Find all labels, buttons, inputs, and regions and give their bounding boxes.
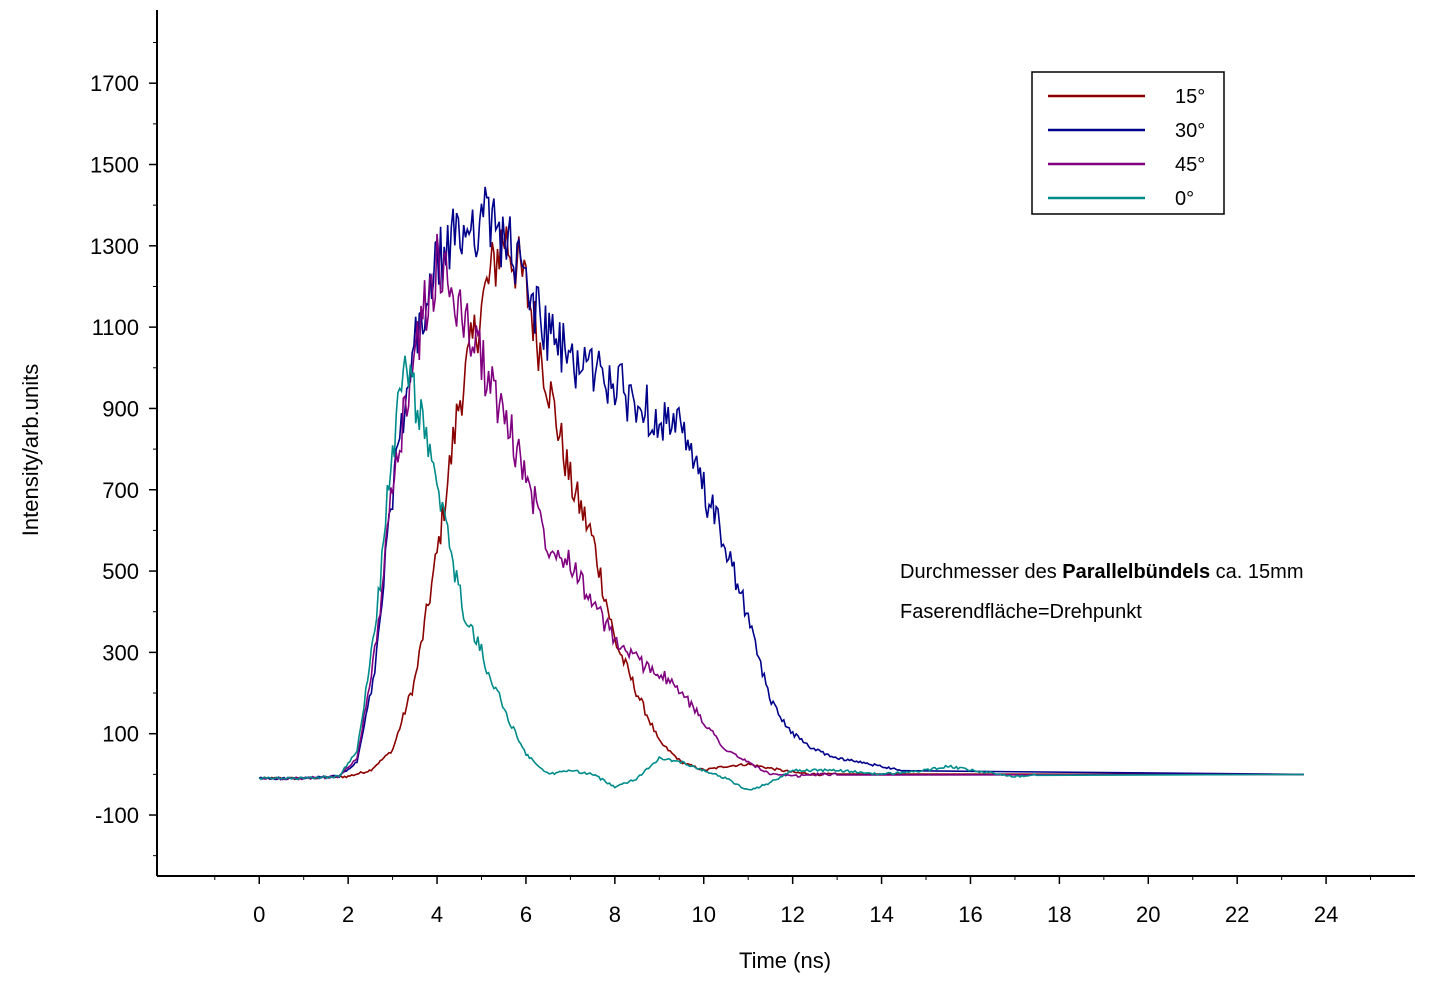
y-tick-label: 1100: [92, 315, 139, 340]
y-ticks: -100 100 300 500 700 900 1100 1300 1500 1700: [90, 42, 157, 857]
x-tick-label: 12: [780, 902, 804, 927]
x-tick-label: 6: [520, 902, 532, 927]
y-axis-title: Intensity/arb.units: [18, 364, 43, 536]
legend-label: 45°: [1175, 154, 1205, 176]
x-tick-label: 16: [958, 902, 982, 927]
axes: [156, 10, 1415, 877]
x-tick-label: 2: [342, 902, 354, 927]
series-line-2: [258, 233, 1304, 781]
legend-label: 0°: [1175, 188, 1194, 210]
series-line-1: [258, 186, 1304, 781]
annotation-line1: Durchmesser des Parallelbündels ca. 15mm: [900, 561, 1303, 583]
x-tick-label: 18: [1047, 902, 1071, 927]
y-tick-label: 1300: [90, 234, 139, 259]
y-tick-label: -100: [95, 803, 139, 828]
y-tick-label: 1500: [90, 152, 139, 177]
x-tick-label: 20: [1136, 902, 1160, 927]
annotation-line1-bold: Parallelbündels: [1062, 561, 1210, 583]
y-tick-label: 1700: [90, 71, 139, 96]
series-line-3: [258, 355, 1304, 791]
legend-label: 15°: [1175, 86, 1205, 108]
annotation: Durchmesser des Parallelbündels ca. 15mm…: [900, 561, 1303, 623]
legend-label: 30°: [1175, 120, 1205, 142]
y-tick-label: 700: [102, 478, 139, 503]
y-tick-label: 100: [102, 722, 139, 747]
annotation-line2: Faserendfläche=Drehpunkt: [900, 601, 1142, 623]
annotation-line1-prefix: Durchmesser des: [900, 561, 1062, 583]
x-tick-label: 24: [1314, 902, 1338, 927]
x-ticks: 0 2 4 6 8 10 12 14 16 18 20 22 24: [214, 876, 1372, 927]
annotation-line1-suffix: ca. 15mm: [1210, 561, 1303, 583]
x-tick-label: 8: [609, 902, 621, 927]
y-tick-label: 500: [102, 559, 139, 584]
x-tick-label: 0: [253, 902, 265, 927]
x-tick-label: 22: [1225, 902, 1249, 927]
series-line-0: [258, 226, 1304, 781]
y-tick-label: 900: [102, 396, 139, 421]
x-axis-title: Time (ns): [739, 948, 831, 973]
x-tick-label: 4: [431, 902, 443, 927]
x-tick-label: 14: [869, 902, 893, 927]
y-tick-label: 300: [102, 640, 139, 665]
plot-lines: [258, 186, 1304, 791]
legend: 15° 30° 45° 0°: [1031, 71, 1225, 215]
x-tick-label: 10: [692, 902, 716, 927]
